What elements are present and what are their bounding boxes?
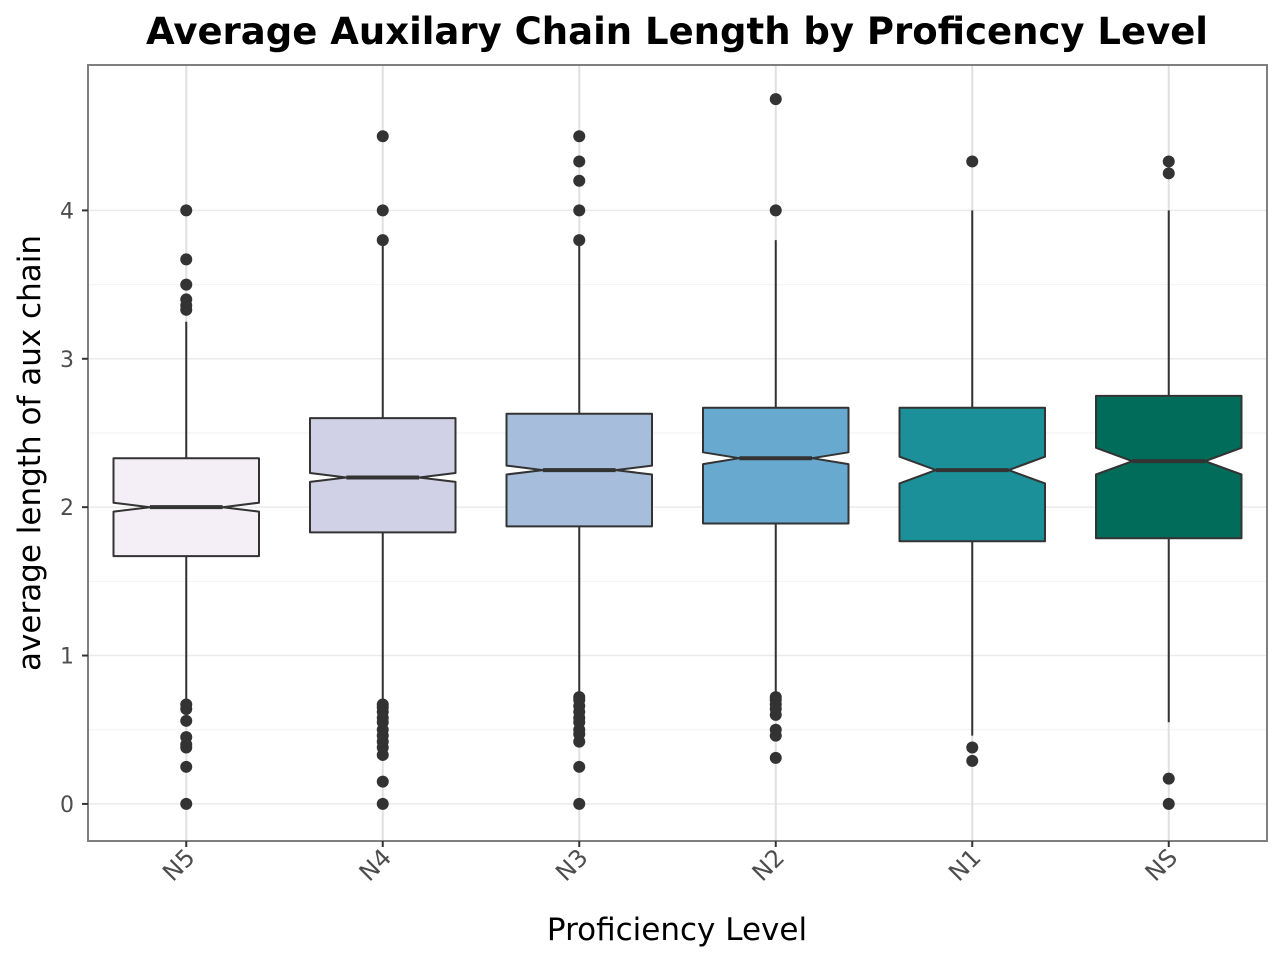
outlier-point [769, 691, 782, 704]
outlier-point [180, 698, 193, 711]
outlier-point [573, 797, 586, 810]
box-n1 [898, 155, 1046, 767]
outlier-point [1162, 155, 1175, 168]
x-tick-label: N5 [157, 843, 200, 886]
y-tick-label: 4 [60, 199, 74, 224]
outlier-point [769, 93, 782, 106]
outlier-point [1162, 772, 1175, 785]
outlier-point [966, 754, 979, 767]
x-tick-label: NS [1140, 843, 1183, 886]
outlier-point [376, 797, 389, 810]
outlier-point [180, 714, 193, 727]
x-tick-label: N3 [550, 843, 593, 886]
outlier-point [966, 155, 979, 168]
box-n4 [309, 130, 457, 810]
y-tick-label: 1 [60, 645, 74, 670]
outlier-point [966, 741, 979, 754]
outlier-point [180, 293, 193, 306]
y-tick-label: 3 [60, 348, 74, 373]
outlier-point [573, 130, 586, 143]
outlier-point [573, 234, 586, 247]
outlier-point [1162, 167, 1175, 180]
outlier-point [180, 278, 193, 291]
outlier-point [573, 691, 586, 704]
x-tick-label: N4 [354, 843, 397, 886]
outlier-point [573, 760, 586, 773]
outlier-point [573, 174, 586, 187]
outlier-point [769, 204, 782, 217]
outlier-point [1162, 797, 1175, 810]
x-tick-label: N2 [747, 843, 790, 886]
outlier-point [573, 204, 586, 217]
notched-box [309, 417, 457, 534]
outlier-point [180, 760, 193, 773]
outlier-point [376, 234, 389, 247]
chart-title: Average Auxilary Chain Length by Profice… [146, 10, 1208, 53]
outlier-point [376, 698, 389, 711]
outlier-point [180, 204, 193, 217]
notched-box [1095, 394, 1243, 540]
notched-box [898, 406, 1046, 543]
notched-box [702, 406, 850, 525]
y-tick-label: 0 [60, 793, 74, 818]
box-n3 [505, 130, 653, 810]
outlier-point [376, 130, 389, 143]
box-layer [112, 93, 1243, 810]
outlier-point [180, 797, 193, 810]
box-n2 [702, 93, 850, 764]
y-tick-label: 2 [60, 496, 74, 521]
box-n5 [112, 204, 260, 810]
outlier-point [376, 775, 389, 788]
outlier-point [180, 253, 193, 266]
box-ns [1095, 155, 1243, 810]
outlier-point [769, 751, 782, 764]
y-axis-title: average length of aux chain [12, 235, 48, 671]
x-axis-title: Proficiency Level [547, 912, 807, 948]
outlier-point [769, 723, 782, 736]
panel-border [87, 64, 1268, 842]
outlier-point [573, 155, 586, 168]
grid-layer [88, 65, 1267, 841]
x-tick-label: N1 [943, 843, 986, 886]
outlier-point [180, 731, 193, 744]
outlier-point [376, 204, 389, 217]
